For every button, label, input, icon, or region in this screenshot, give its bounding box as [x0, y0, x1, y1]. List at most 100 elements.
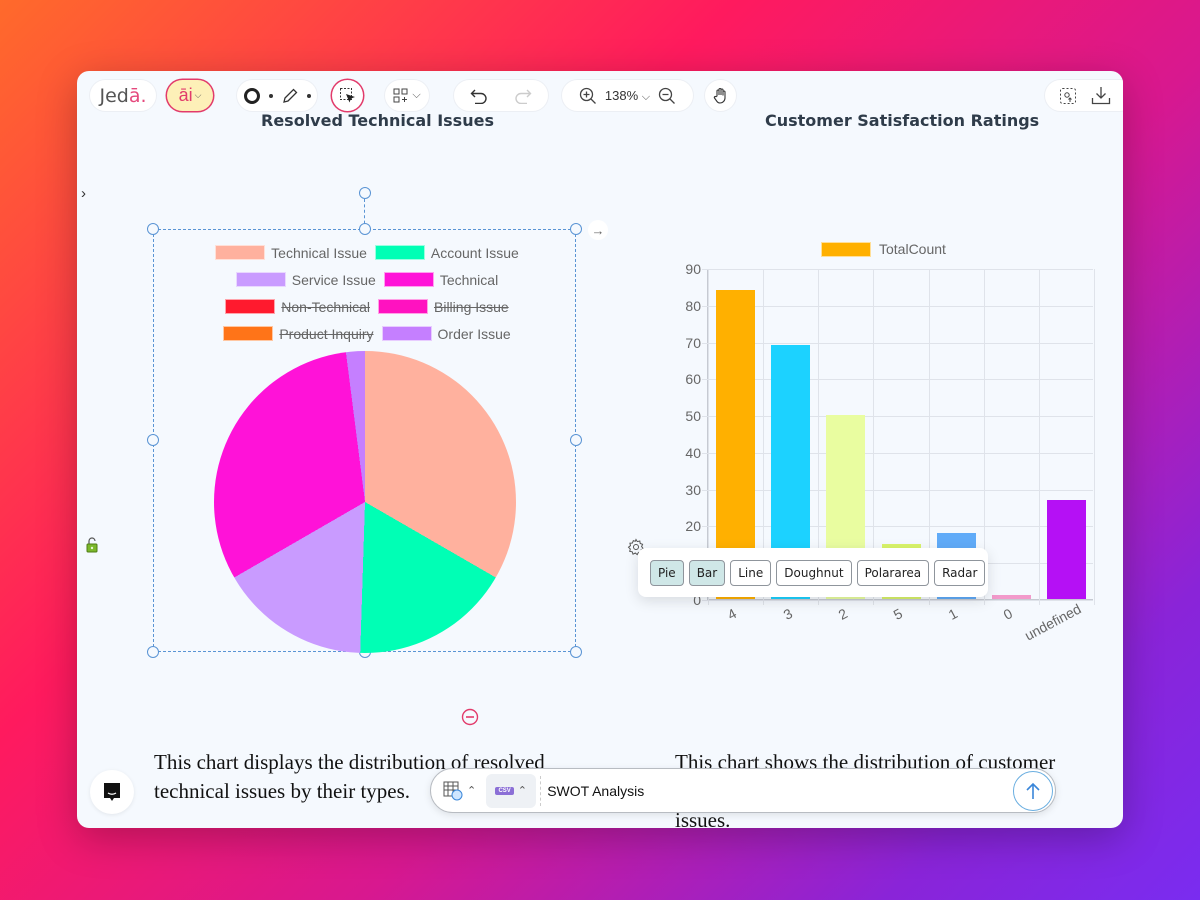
gridline: [702, 305, 1093, 307]
zoom-in-icon[interactable]: [579, 87, 597, 105]
resize-handle-w[interactable]: [147, 434, 159, 446]
remove-circle-icon[interactable]: [461, 708, 479, 731]
legend-item[interactable]: Account Issue: [374, 245, 519, 261]
legend-swatch: [235, 272, 286, 287]
logo-accent: ā.: [128, 84, 147, 107]
expand-sidebar-chevron-icon[interactable]: ›: [81, 185, 86, 202]
selection-cursor-icon: [339, 87, 355, 102]
chart-type-menu: Pie Bar Line Doughnut Polararea Radar: [638, 548, 988, 597]
download-icon[interactable]: [1091, 86, 1113, 106]
ai-menu-button[interactable]: āi ⌵: [167, 80, 213, 111]
hand-icon: [713, 87, 726, 104]
legend-swatch: [381, 326, 432, 341]
connector-arrow-icon[interactable]: →: [588, 220, 608, 240]
gridline: [702, 489, 1093, 491]
chart-type-bar-button[interactable]: Bar: [688, 559, 726, 586]
bar[interactable]: [1046, 499, 1086, 599]
gridline: [702, 416, 1093, 418]
chevron-up-icon: ⌃: [467, 785, 477, 797]
x-tick-label: 0: [1000, 605, 1016, 623]
chat-support-button[interactable]: [90, 770, 134, 814]
redo-icon[interactable]: [514, 88, 532, 104]
gridline: [1094, 269, 1095, 605]
pan-tool-button[interactable]: [705, 80, 736, 111]
screenshot-area-icon[interactable]: [1059, 87, 1077, 105]
send-button[interactable]: [1013, 770, 1053, 811]
gridline: [702, 600, 1093, 601]
y-tick-label: 30: [685, 481, 701, 498]
bar[interactable]: [991, 595, 1031, 599]
zoom-out-icon[interactable]: [658, 87, 676, 105]
legend-item[interactable]: Order Issue: [381, 326, 511, 342]
y-tick-label: 0: [693, 592, 701, 608]
gridline: [702, 452, 1093, 454]
y-tick-label: 90: [685, 261, 701, 277]
resize-handle-e[interactable]: [570, 434, 582, 446]
x-tick-label: 4: [725, 605, 740, 623]
y-tick-label: 60: [685, 371, 701, 388]
gridline: [763, 269, 765, 605]
legend-item[interactable]: Service Issue: [235, 272, 376, 288]
legend-item[interactable]: Product Inquiry: [223, 326, 374, 342]
insert-grid-button[interactable]: ⌵: [385, 80, 429, 111]
app-window: Jed ā. āi ⌵ ⌵ 138% ⌵ Resolved Technical Is…: [77, 71, 1123, 828]
csv-attachment-button[interactable]: CSV ⌃: [486, 773, 537, 808]
bar[interactable]: [716, 290, 756, 599]
zoom-level-select[interactable]: 138% ⌵: [604, 87, 651, 103]
y-tick-label: 50: [685, 408, 701, 425]
chart-type-line-button[interactable]: Line: [730, 559, 772, 586]
export-group: [1045, 80, 1123, 111]
gridline: [702, 342, 1093, 344]
resize-handle-ne[interactable]: [570, 223, 582, 235]
prompt-input[interactable]: [547, 782, 1013, 799]
pencil-icon[interactable]: [281, 87, 299, 105]
select-tool-button[interactable]: [332, 80, 363, 111]
gear-icon[interactable]: [627, 538, 645, 561]
resize-handle-n[interactable]: [359, 223, 371, 235]
logo-text: Jed: [99, 84, 129, 107]
unlock-icon[interactable]: [86, 537, 98, 558]
grid-add-icon: [393, 88, 408, 102]
x-tick-label: 3: [780, 605, 795, 623]
pie-chart-description: This chart displays the distribution of …: [154, 750, 545, 803]
legend-item[interactable]: Non-Technical: [225, 299, 370, 315]
legend-swatch: [374, 245, 425, 260]
chart-type-polararea-button[interactable]: Polararea: [856, 559, 930, 586]
rotate-handle[interactable]: [359, 187, 371, 199]
undo-icon[interactable]: [470, 88, 488, 104]
x-tick-label: 2: [835, 605, 850, 623]
chart-type-pie-button[interactable]: Pie: [650, 559, 684, 586]
resize-handle-se[interactable]: [570, 646, 582, 658]
gridline: [702, 526, 1093, 528]
chevron-down-icon: ⌵: [194, 90, 202, 100]
chart-type-radar-button[interactable]: Radar: [934, 559, 986, 586]
resize-handle-nw[interactable]: [147, 223, 159, 235]
x-tick-label: 1: [945, 605, 961, 623]
jeda-logo[interactable]: Jed ā.: [90, 80, 156, 111]
shape-options-dot-icon[interactable]: [269, 93, 273, 98]
draw-tools-group: [237, 80, 317, 111]
gridline: [928, 269, 930, 605]
legend-swatch: [378, 299, 428, 314]
gridline: [708, 269, 709, 605]
legend-item[interactable]: Technical Issue: [215, 245, 367, 261]
bar-legend[interactable]: TotalCount: [821, 241, 946, 257]
pie-chart[interactable]: [214, 351, 516, 653]
circle-shape-icon[interactable]: [243, 87, 261, 105]
chevron-up-icon: ⌃: [517, 785, 527, 797]
legend-item[interactable]: Technical: [383, 272, 498, 288]
divider: [540, 775, 542, 806]
arrow-up-icon: [1026, 782, 1040, 799]
legend-item[interactable]: Billing Issue: [378, 299, 509, 315]
resize-handle-sw[interactable]: [147, 646, 159, 658]
y-tick-label: 40: [685, 444, 701, 461]
ai-prompt-bar: ⌃ CSV ⌃: [430, 768, 1056, 813]
x-tick-label: undefined: [1021, 600, 1084, 644]
table-source-button[interactable]: ⌃: [443, 781, 476, 801]
chart-type-doughnut-button[interactable]: Doughnut: [776, 559, 852, 586]
ai-label: āi: [178, 85, 193, 105]
pencil-options-dot-icon[interactable]: [307, 93, 311, 98]
csv-file-icon: CSV: [495, 786, 514, 795]
x-tick-label: 5: [890, 605, 905, 623]
chat-icon: [104, 783, 120, 801]
